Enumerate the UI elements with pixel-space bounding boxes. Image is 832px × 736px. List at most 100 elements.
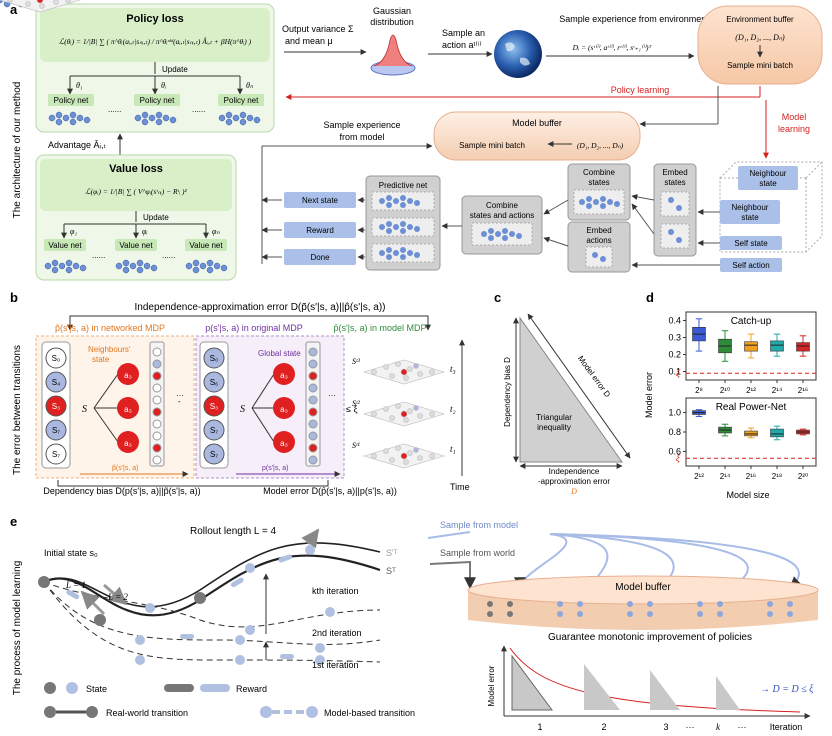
sample-arrows: Sample from model Sample from world xyxy=(427,520,803,590)
output-next-state: Next state xyxy=(302,196,339,205)
model-buffer-set: (D₁, D₂, ..., Dₙ) xyxy=(577,141,624,150)
x-tick-label: 2¹⁴ xyxy=(720,472,731,481)
s-label-left: S xyxy=(82,404,87,415)
combine-states-label-2: states xyxy=(588,178,609,187)
sample-env-label: Sample experience from environment xyxy=(559,14,709,24)
panel-b-letter: b xyxy=(10,290,18,305)
rollout-states xyxy=(38,545,335,665)
time-t3: t₃ xyxy=(450,364,456,374)
policy-learning-label: Policy learning xyxy=(611,85,670,95)
neighbour-state-2b: state xyxy=(741,213,759,222)
policy-net-label-1: Policy net xyxy=(54,96,89,105)
policy-net-label-3: Policy net xyxy=(224,96,259,105)
value-update-label: Update xyxy=(143,213,169,222)
earth-icon xyxy=(494,30,542,78)
e-result: → D = D ≤ ξ xyxy=(760,684,814,695)
model-buffer xyxy=(433,111,641,161)
chart-title: Catch-up xyxy=(731,316,772,327)
panel-e-side-label: The process of model learning xyxy=(12,561,23,696)
y-tick-label: 0.4 xyxy=(668,316,681,326)
box xyxy=(770,428,784,438)
rollout-label: Rollout length L = 4 xyxy=(190,526,277,537)
sample-model-label-2: from model xyxy=(339,132,384,142)
env-formula: Dᵢ = (sᵗ⁽ⁱ⁾, aᵗ⁽ⁱ⁾, rᵗ⁽ⁱ⁾, sᵗ₊₁⁽ⁱ⁾)ᵀ xyxy=(572,43,653,52)
sample-action-label-2: action aᵗ⁽ⁱ⁾ xyxy=(442,40,482,50)
phi-i: φᵢ xyxy=(142,227,148,236)
d-xlabel: Model size xyxy=(726,490,769,500)
panel-e-letter: e xyxy=(10,514,17,529)
phi-n: φₙ xyxy=(212,227,220,236)
p-small: p(s'|s, a) xyxy=(262,465,289,472)
neighbour-state-1a: Neighbour xyxy=(750,169,787,178)
st-label: Sᵀ xyxy=(386,566,396,576)
sample-model-label-1: Sample experience xyxy=(323,120,400,130)
e-xtick-6: ··· xyxy=(738,722,747,732)
panel-a-side-label: The architecture of our method xyxy=(12,82,23,219)
value-loss-title: Value loss xyxy=(109,163,163,175)
sample-action-label-1: Sample an xyxy=(442,28,485,38)
box xyxy=(796,342,810,352)
st-prime-label: S'ᵀ xyxy=(386,548,398,558)
legend-model: Model-based transition xyxy=(324,708,415,718)
combine-sa-label-1: Combine xyxy=(486,201,519,210)
output-variance-label: Output variance Σ xyxy=(282,24,354,34)
value-net-label-3: Value net xyxy=(189,241,223,250)
policy-loss-title: Policy loss xyxy=(126,13,183,25)
svg-text:···: ··· xyxy=(176,391,184,400)
value-loss-formula: ℒ(φᵢ) = 1/|B| ∑ ( V^φᵢ(sᵗₙᵢ) − Rᵗᵢ )² xyxy=(85,187,187,196)
a3-l1: a₃ xyxy=(124,371,132,380)
svg-text:···: ··· xyxy=(328,391,336,400)
iter-k: kth iteration xyxy=(312,586,359,596)
mean-label: and mean μ xyxy=(285,36,333,46)
left-state-1: S₄ xyxy=(52,378,61,387)
e-xtick-4: ··· xyxy=(686,722,695,732)
global-state-label: Global state xyxy=(258,349,301,358)
policy-net-label-2: Policy net xyxy=(140,96,175,105)
mid-state-4: S₇ xyxy=(210,450,218,459)
x-tick-label: 2⁸ xyxy=(695,386,703,395)
policy-loss-header xyxy=(40,8,270,62)
y-tick-label: 0.3 xyxy=(668,333,681,343)
theta-i: θᵢ xyxy=(161,81,166,90)
policy-dots-1: ...... xyxy=(108,105,121,114)
panel-a-letter: a xyxy=(10,2,18,17)
indep-error-top: Independence-approximation error D(p̃(s'… xyxy=(135,301,386,313)
left-state-4: S₇ xyxy=(52,450,60,459)
rollout-rewards xyxy=(66,554,294,659)
self-action-box xyxy=(720,258,782,272)
iter-2: 2nd iteration xyxy=(312,628,362,638)
neighbour-state-1b: state xyxy=(759,179,777,188)
embed-states-label-1: Embed xyxy=(662,168,687,177)
e-xtick-1: 1 xyxy=(537,722,542,732)
legend: State Reward Real-world transition Model… xyxy=(44,682,415,718)
combine-states-label-1: Combine xyxy=(583,168,616,177)
model-buffer-e: Model buffer xyxy=(467,575,819,630)
neighbours-state-1: Neighbours' xyxy=(88,345,131,354)
neighbour-state-2a: Neighbour xyxy=(732,203,769,212)
a3-m3: a₃ xyxy=(280,439,288,448)
svg-text:-: - xyxy=(178,397,181,406)
model-mdp-label: p̂(s'|s, a) in model MDP xyxy=(333,323,426,333)
l1-label: L = 1 xyxy=(65,580,86,590)
time-t1: t₁ xyxy=(450,444,456,454)
gaussian-icon xyxy=(370,34,416,76)
a3-m1: a₃ xyxy=(280,371,288,380)
predictive-net-label: Predictive net xyxy=(379,181,428,190)
graph-state-t1: Sᵗ¹ xyxy=(352,441,360,450)
gaussian-label-2: distribution xyxy=(370,17,414,27)
panel-c-letter: c xyxy=(494,290,501,305)
output-reward: Reward xyxy=(306,226,334,235)
initial-state-label: Initial state s₀ xyxy=(44,548,98,558)
original-mdp-label: p(s'|s, a) in original MDP xyxy=(205,323,303,333)
self-state-box xyxy=(720,236,782,250)
state-cube: Neighbour state Neighbour state xyxy=(719,161,823,253)
policy-nets: Policy net Policy net Policy net ...... … xyxy=(48,94,264,114)
mid-state-3: S₇ xyxy=(210,426,218,435)
graph-state-t2: Sᵗ² xyxy=(352,399,360,408)
e-ylabel: Model error xyxy=(487,665,496,706)
theta-1: θ₁ xyxy=(76,81,83,90)
sample-world-e: Sample from world xyxy=(440,548,515,558)
x-tick-label: 2¹⁴ xyxy=(772,386,783,395)
model-buffer-sample: Sample mini batch xyxy=(459,141,525,150)
